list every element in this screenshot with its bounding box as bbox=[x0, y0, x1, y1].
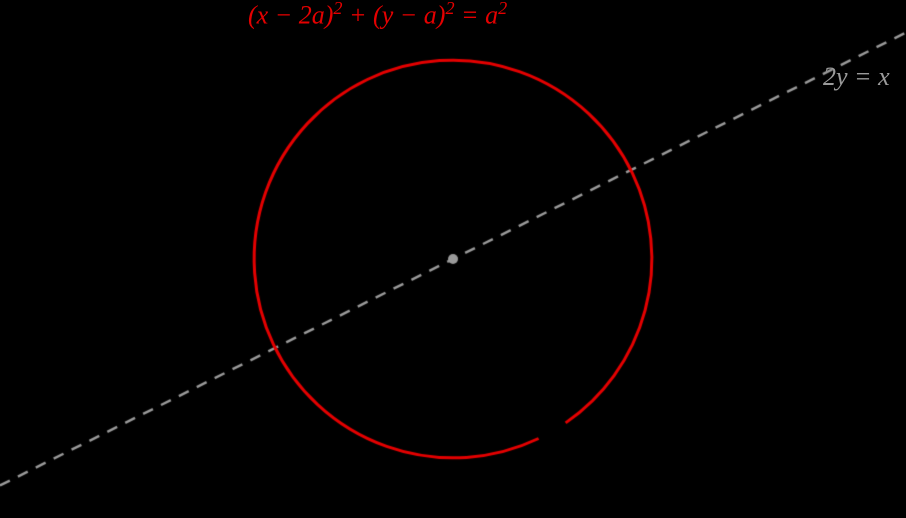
plot-canvas bbox=[0, 0, 906, 518]
circle-equation-label: (x − 2a)2 + (y − a)2 = a2 bbox=[248, 0, 507, 31]
line-equation-label: 2y = x bbox=[823, 62, 890, 92]
